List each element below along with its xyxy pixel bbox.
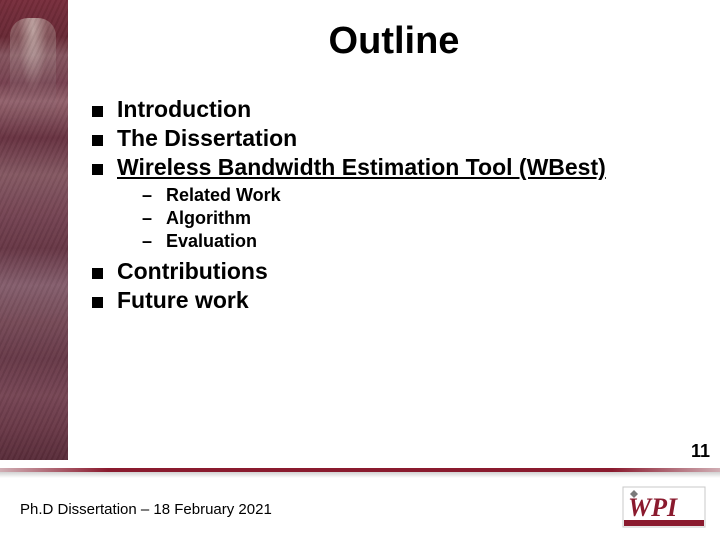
square-bullet-icon: [92, 135, 103, 146]
item-text: Related Work: [166, 185, 281, 206]
page-number: 11: [691, 441, 710, 462]
item-text: Future work: [117, 287, 249, 314]
dash-bullet-icon: –: [142, 185, 156, 206]
slide-title: Outline: [68, 20, 720, 63]
square-bullet-icon: [92, 297, 103, 308]
list-item: Future work: [92, 287, 690, 314]
dash-bullet-icon: –: [142, 208, 156, 229]
slide: Outline Introduction The Dissertation Wi…: [0, 0, 720, 540]
dash-bullet-icon: –: [142, 231, 156, 252]
square-bullet-icon: [92, 268, 103, 279]
item-text: Evaluation: [166, 231, 257, 252]
wpi-logo-svg: WPI: [622, 486, 706, 528]
wpi-logo: WPI: [622, 486, 706, 528]
item-text: Algorithm: [166, 208, 251, 229]
item-text: Wireless Bandwidth Estimation Tool (WBes…: [117, 154, 606, 181]
list-item: – Algorithm: [142, 208, 690, 229]
list-item: – Related Work: [142, 185, 690, 206]
list-item: The Dissertation: [92, 125, 690, 152]
list-item: – Evaluation: [142, 231, 690, 252]
sub-list: – Related Work – Algorithm – Evaluation: [142, 185, 690, 252]
divider-shadow: [0, 472, 720, 478]
outline-content: Introduction The Dissertation Wireless B…: [92, 96, 690, 316]
item-text: Contributions: [117, 258, 268, 285]
square-bullet-icon: [92, 106, 103, 117]
square-bullet-icon: [92, 164, 103, 175]
list-item: Wireless Bandwidth Estimation Tool (WBes…: [92, 154, 690, 181]
side-tower-image: [0, 0, 68, 460]
list-item: Contributions: [92, 258, 690, 285]
item-text: Introduction: [117, 96, 251, 123]
footer-text: Ph.D Dissertation – 18 February 2021: [20, 501, 272, 518]
footer-divider: [0, 468, 720, 478]
item-text: The Dissertation: [117, 125, 297, 152]
list-item: Introduction: [92, 96, 690, 123]
logo-text: WPI: [628, 493, 678, 522]
